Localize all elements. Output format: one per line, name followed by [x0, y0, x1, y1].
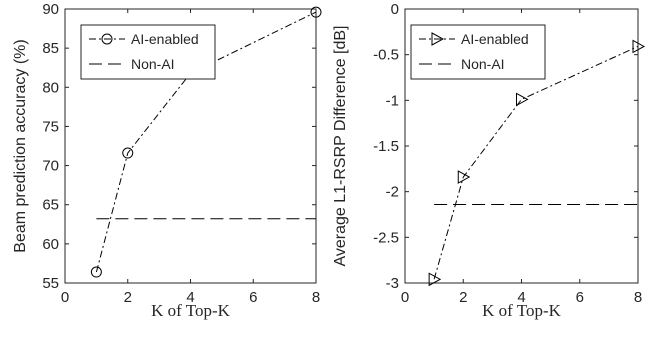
chart-1-x-tick-label: 2	[124, 289, 132, 306]
chart-2-x-tick-label: 6	[576, 289, 584, 306]
chart-2-y-tick-label: -1.5	[373, 138, 399, 155]
chart-1-y-tick-label: 55	[42, 275, 59, 292]
chart-2-y-axis-label: Average L1-RSRP Difference [dB]	[332, 25, 349, 266]
chart-2-series-1-point	[457, 170, 471, 184]
chart-2-x-tick-label: 2	[459, 289, 467, 306]
chart-2-x-axis-label: K of Top-K	[482, 301, 561, 320]
chart-2-y-tick-label: -1	[386, 92, 399, 109]
chart-2-x-tick-label: 0	[401, 289, 409, 306]
chart-2-y-tick-label: 0	[391, 1, 399, 18]
chart-1-y-axis-label: Beam prediction accuracy (%)	[12, 39, 29, 252]
chart-1-legend-marker-1	[101, 33, 113, 45]
chart-1-x-tick-label: 4	[186, 289, 194, 306]
chart-1-y-tick-label: 80	[42, 79, 59, 96]
chart-2-y-tick-label: -2.5	[373, 229, 399, 246]
chart-2-y-tick-label: -0.5	[373, 47, 399, 64]
chart-1-y-tick-label: 60	[42, 236, 59, 253]
chart-2-series-1-point	[516, 92, 529, 107]
chart-2-legend-marker-1	[431, 32, 445, 46]
chart-2-legend-label-2: Non-AI	[461, 56, 505, 72]
chart-2-series-1-point	[632, 39, 646, 54]
chart-1-series-1-point	[90, 266, 102, 278]
chart-1-series-1-line	[95, 11, 317, 273]
chart-1-legend-label-1: AI-enabled	[131, 31, 199, 47]
chart-1-x-tick-label: 8	[312, 289, 320, 306]
chart-1-y-tick-label: 85	[42, 40, 59, 57]
chart-1-y-tick-label: 90	[42, 1, 59, 18]
chart-2-series-1-line	[433, 45, 639, 280]
chart-1-x-axis-label: K of Top-K	[151, 301, 230, 320]
chart-2-series-1-point	[428, 272, 442, 287]
chart-1-y-tick-label: 70	[42, 158, 59, 175]
chart-2-y-tick-label: -3	[386, 275, 399, 292]
chart-2-x-tick-label: 8	[634, 289, 642, 306]
chart-1-series-1-point	[122, 147, 134, 159]
chart-2-y-tick-label: -2	[386, 184, 399, 201]
chart-2-x-tick-label: 4	[517, 289, 525, 306]
chart-1-legend-box	[80, 24, 216, 80]
chart-1-x-tick-label: 0	[61, 289, 69, 306]
chart-1-y-tick-label: 75	[42, 118, 59, 135]
chart-1-series-1-point	[310, 6, 322, 18]
chart-1-y-tick-label: 65	[42, 197, 59, 214]
chart-1-x-tick-label: 6	[249, 289, 257, 306]
chart-1-legend-label-2: Non-AI	[131, 56, 175, 72]
chart-2-legend-label-1: AI-enabled	[461, 31, 529, 47]
